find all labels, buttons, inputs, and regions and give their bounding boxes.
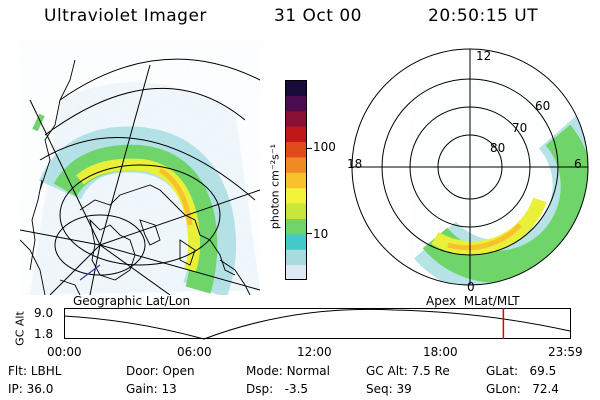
- colorbar-band: [285, 233, 307, 250]
- colorbar-band: [285, 156, 307, 173]
- altitude-curve: [64, 308, 571, 340]
- gain-field: Gain: 13: [126, 382, 177, 396]
- left-panel-caption: Geographic Lat/Lon: [73, 294, 191, 308]
- oval-peak: [158, 167, 193, 226]
- gcalt-field: GC Alt: 7.5 Re: [366, 364, 450, 378]
- dsp-field: Dsp: -3.5: [246, 382, 308, 396]
- door-field: Door: Open: [126, 364, 195, 378]
- colorbar-band: [285, 172, 307, 189]
- gcalt-value: 7.5 Re: [411, 364, 450, 378]
- glat-value: 69.5: [529, 364, 557, 378]
- colorbar-label-10: 10: [313, 227, 329, 241]
- colorbar-label-100: 100: [313, 140, 336, 154]
- polar-oval-peak: [447, 223, 522, 251]
- filter-label: Flt:: [8, 364, 27, 378]
- colorbar-band: [285, 187, 307, 204]
- lat-circle-70: [59, 164, 221, 266]
- mlat-label-80: 80: [490, 141, 505, 155]
- mlt-label-6: 6: [574, 157, 582, 171]
- instrument-title: Ultraviolet Imager: [44, 6, 207, 26]
- filter-field: Flt: LBHL: [8, 364, 61, 378]
- x-tick-0000: 00:00: [47, 345, 82, 359]
- seq-label: Seq:: [366, 382, 393, 396]
- colorbar-band: [285, 126, 307, 143]
- x-tick-2359: 23:59: [548, 345, 583, 359]
- polar-grid: [351, 48, 589, 286]
- timeline-frame: [64, 308, 571, 339]
- mode-label: Mode:: [246, 364, 283, 378]
- ip-field: IP: 36.0: [8, 382, 53, 396]
- glon-label: GLon:: [486, 382, 521, 396]
- colorbar: [285, 80, 307, 281]
- x-tick-1200: 12:00: [297, 345, 332, 359]
- altitude-axis-label: GC Alt: [13, 311, 27, 346]
- mlt-label-0: 0: [467, 280, 475, 294]
- door-label: Door:: [126, 364, 159, 378]
- colorbar-band: [285, 218, 307, 235]
- altitude-ymax: 9.0: [34, 306, 54, 320]
- glat-field: GLat: 69.5: [486, 364, 556, 378]
- gcalt-label: GC Alt:: [366, 364, 408, 378]
- colorbar-band: [285, 264, 307, 281]
- glat-label: GLat:: [486, 364, 519, 378]
- oval-mid: [53, 144, 218, 294]
- observation-time: 20:50:15 UT: [428, 6, 539, 26]
- glon-value: 72.4: [532, 382, 559, 396]
- seq-field: Seq: 39: [366, 382, 412, 396]
- meridian-lines: [20, 64, 260, 295]
- dsp-label: Dsp:: [246, 382, 274, 396]
- colorbar-gradient: [285, 80, 307, 281]
- colorbar-band: [285, 80, 307, 96]
- colorbar-tick-10: [306, 233, 312, 234]
- mode-field: Mode: Normal: [246, 364, 330, 378]
- x-tick-0600: 06:00: [177, 345, 212, 359]
- colorbar-unit: photon cm⁻²s⁻¹: [268, 143, 282, 230]
- lat-circle-50: [44, 87, 246, 136]
- ip-value: 36.0: [26, 382, 54, 396]
- colorbar-band: [285, 203, 307, 219]
- colorbar-band: [285, 141, 307, 158]
- dayside-patch: [32, 113, 45, 132]
- dsp-value: -3.5: [284, 382, 309, 396]
- filter-value: LBHL: [30, 364, 62, 378]
- altitude-timeline: [64, 308, 571, 340]
- colorbar-frame: [285, 80, 307, 280]
- altitude-ymin: 1.8: [34, 327, 54, 341]
- mlat-label-70: 70: [512, 121, 527, 135]
- ip-label: IP:: [8, 382, 23, 396]
- glon-field: GLon: 72.4: [486, 382, 559, 396]
- gain-label: Gain:: [126, 382, 158, 396]
- polar-plot: 12 18 6 0 60 70 80: [347, 48, 589, 294]
- observation-date: 31 Oct 00: [274, 6, 362, 26]
- colorbar-band: [285, 110, 307, 127]
- mlt-label-18: 18: [347, 157, 362, 171]
- lat-circle-40: [59, 58, 260, 101]
- colorbar-band: [285, 95, 307, 112]
- seq-value: 39: [396, 382, 412, 396]
- coastlines: [20, 59, 251, 295]
- gain-value: 13: [161, 382, 177, 396]
- mlt-label-12: 12: [476, 49, 491, 63]
- lat-circle-60: [39, 137, 256, 201]
- mlat-label-60: 60: [535, 99, 550, 113]
- right-panel-caption: Apex MLat/MLT: [426, 294, 520, 308]
- x-tick-1800: 18:00: [423, 345, 458, 359]
- colorbar-band: [285, 249, 307, 266]
- geographic-map: [20, 40, 260, 295]
- polar-oval-mid: [422, 124, 588, 283]
- mode-value: Normal: [286, 364, 330, 378]
- terminator-line: [79, 264, 101, 281]
- colorbar-tick-100: [306, 148, 312, 149]
- door-value: Open: [162, 364, 195, 378]
